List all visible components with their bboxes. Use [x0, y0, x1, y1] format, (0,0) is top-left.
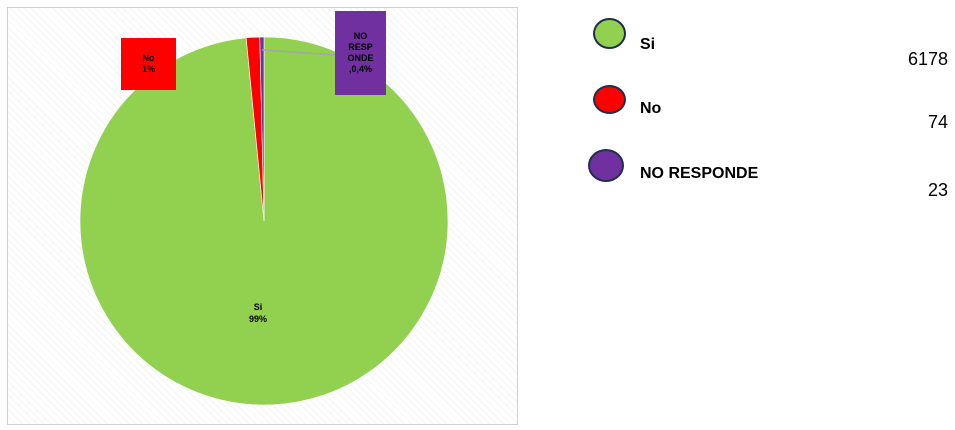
data-label-no-name: No	[142, 53, 155, 63]
legend-label-no-responde: NO RESPONDE	[640, 165, 759, 182]
data-label-si: Si 99%	[228, 301, 288, 325]
data-label-nr-line-2: RESP	[348, 42, 373, 52]
data-label-si-pct: 99%	[248, 314, 267, 324]
chart-frame: No 1% NO RESP ONDE ,0,4% Si 99%	[7, 7, 518, 425]
data-label-nr-line-3: ONDE	[347, 53, 374, 63]
legend-label-no: No	[640, 100, 662, 117]
pie-slice-no-responde	[259, 36, 265, 222]
data-label-nr-pct: ,0,4%	[348, 64, 372, 74]
data-label-no: No 1%	[121, 38, 176, 90]
pie-chart	[79, 36, 449, 406]
legend-marker-no	[593, 85, 626, 114]
data-label-nr-line-1: NO	[353, 31, 368, 41]
legend-marker-si	[593, 18, 626, 49]
legend-label-si: Si	[640, 36, 656, 53]
legend-value-no: 74	[927, 112, 948, 132]
data-label-no-pct: 1%	[141, 64, 155, 74]
legend-value-si: 6178	[907, 49, 948, 69]
data-label-si-name: Si	[253, 302, 263, 312]
legend-marker-no-responde	[588, 149, 624, 182]
data-label-no-responde: NO RESP ONDE ,0,4%	[335, 11, 386, 95]
legend-value-no-responde: 23	[927, 180, 948, 200]
